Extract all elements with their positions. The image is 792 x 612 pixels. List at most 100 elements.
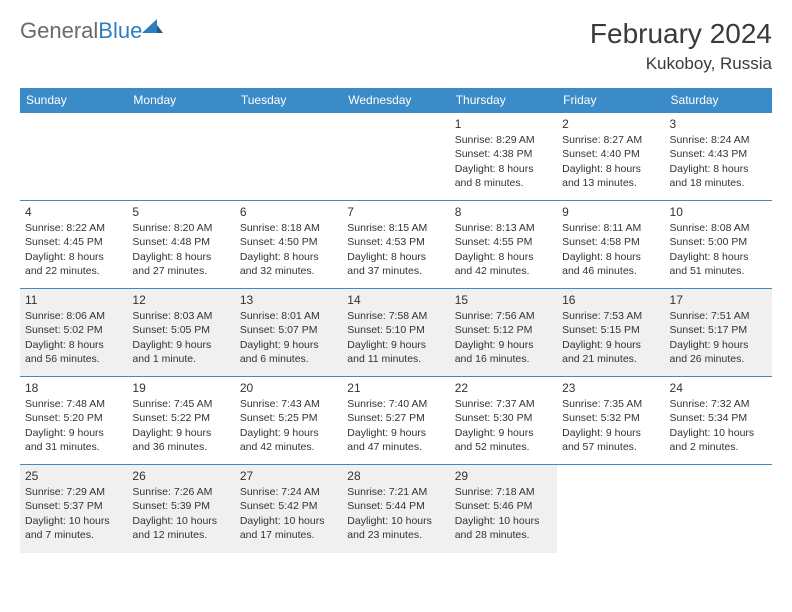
day-info-line: Daylight: 8 hours [240,250,337,264]
title-block: February 2024 Kukoboy, Russia [590,18,772,74]
day-info-line: Sunset: 4:55 PM [455,235,552,249]
day-info-line: Daylight: 9 hours [455,338,552,352]
calendar-day: 13Sunrise: 8:01 AMSunset: 5:07 PMDayligh… [235,289,342,377]
day-info-line: and 8 minutes. [455,176,552,190]
day-info-line: Sunset: 5:10 PM [347,323,444,337]
day-info-line: and 16 minutes. [455,352,552,366]
day-info-line: Sunrise: 7:26 AM [132,485,229,499]
calendar-body: 1Sunrise: 8:29 AMSunset: 4:38 PMDaylight… [20,113,772,553]
day-info-line: and 37 minutes. [347,264,444,278]
day-info-line: Sunset: 5:32 PM [562,411,659,425]
calendar-day: 12Sunrise: 8:03 AMSunset: 5:05 PMDayligh… [127,289,234,377]
day-info-line: and 27 minutes. [132,264,229,278]
calendar-day: 5Sunrise: 8:20 AMSunset: 4:48 PMDaylight… [127,201,234,289]
day-info-line: Daylight: 9 hours [132,338,229,352]
calendar-day: 8Sunrise: 8:13 AMSunset: 4:55 PMDaylight… [450,201,557,289]
day-number: 25 [25,468,122,484]
day-info-line: Sunset: 5:25 PM [240,411,337,425]
day-info-line: Sunrise: 8:11 AM [562,221,659,235]
calendar-day: 1Sunrise: 8:29 AMSunset: 4:38 PMDaylight… [450,113,557,201]
day-info-line: Sunrise: 7:37 AM [455,397,552,411]
day-info-line: Sunrise: 7:40 AM [347,397,444,411]
day-info-line: Sunset: 5:39 PM [132,499,229,513]
calendar-day-empty [127,113,234,201]
day-info-line: Sunrise: 7:18 AM [455,485,552,499]
day-info-line: and 21 minutes. [562,352,659,366]
day-info-line: Sunset: 5:17 PM [670,323,767,337]
day-info-line: Daylight: 9 hours [240,426,337,440]
logo-text: GeneralBlue [20,18,142,44]
day-info-line: Sunset: 5:22 PM [132,411,229,425]
day-number: 7 [347,204,444,220]
day-info-line: Sunrise: 8:18 AM [240,221,337,235]
day-info-line: Sunrise: 7:32 AM [670,397,767,411]
day-number: 26 [132,468,229,484]
day-number: 3 [670,116,767,132]
day-info-line: Sunset: 4:48 PM [132,235,229,249]
day-number: 20 [240,380,337,396]
day-header: Saturday [665,88,772,113]
calendar-week: 1Sunrise: 8:29 AMSunset: 4:38 PMDaylight… [20,113,772,201]
day-info-line: Sunrise: 7:45 AM [132,397,229,411]
calendar-day: 6Sunrise: 8:18 AMSunset: 4:50 PMDaylight… [235,201,342,289]
calendar-day: 10Sunrise: 8:08 AMSunset: 5:00 PMDayligh… [665,201,772,289]
day-number: 28 [347,468,444,484]
day-info-line: Sunset: 5:15 PM [562,323,659,337]
day-info-line: Sunrise: 8:24 AM [670,133,767,147]
calendar-day: 14Sunrise: 7:58 AMSunset: 5:10 PMDayligh… [342,289,449,377]
day-info-line: Sunset: 4:40 PM [562,147,659,161]
day-number: 29 [455,468,552,484]
day-number: 19 [132,380,229,396]
day-info-line: Sunset: 5:12 PM [455,323,552,337]
day-number: 1 [455,116,552,132]
calendar-day: 2Sunrise: 8:27 AMSunset: 4:40 PMDaylight… [557,113,664,201]
calendar-day: 9Sunrise: 8:11 AMSunset: 4:58 PMDaylight… [557,201,664,289]
day-info-line: Daylight: 10 hours [455,514,552,528]
day-info-line: Sunset: 5:07 PM [240,323,337,337]
day-info-line: Daylight: 8 hours [25,250,122,264]
day-info-line: Sunset: 4:38 PM [455,147,552,161]
day-number: 24 [670,380,767,396]
calendar-week: 25Sunrise: 7:29 AMSunset: 5:37 PMDayligh… [20,465,772,553]
day-number: 27 [240,468,337,484]
day-info-line: Sunset: 5:05 PM [132,323,229,337]
day-info-line: Daylight: 10 hours [132,514,229,528]
day-info-line: Sunrise: 8:01 AM [240,309,337,323]
day-info-line: and 56 minutes. [25,352,122,366]
day-info-line: and 47 minutes. [347,440,444,454]
day-number: 12 [132,292,229,308]
day-info-line: and 32 minutes. [240,264,337,278]
day-info-line: and 23 minutes. [347,528,444,542]
day-info-line: Daylight: 8 hours [132,250,229,264]
day-info-line: Sunrise: 8:08 AM [670,221,767,235]
day-info-line: Daylight: 8 hours [25,338,122,352]
day-info-line: and 42 minutes. [240,440,337,454]
day-info-line: Sunrise: 7:53 AM [562,309,659,323]
calendar-day: 7Sunrise: 8:15 AMSunset: 4:53 PMDaylight… [342,201,449,289]
calendar-day: 24Sunrise: 7:32 AMSunset: 5:34 PMDayligh… [665,377,772,465]
calendar-day: 26Sunrise: 7:26 AMSunset: 5:39 PMDayligh… [127,465,234,553]
day-info-line: Daylight: 10 hours [670,426,767,440]
day-info-line: and 51 minutes. [670,264,767,278]
day-number: 17 [670,292,767,308]
day-info-line: Sunset: 5:20 PM [25,411,122,425]
day-info-line: and 13 minutes. [562,176,659,190]
calendar-week: 18Sunrise: 7:48 AMSunset: 5:20 PMDayligh… [20,377,772,465]
day-info-line: Daylight: 9 hours [347,426,444,440]
day-info-line: and 22 minutes. [25,264,122,278]
day-number: 22 [455,380,552,396]
day-info-line: Sunset: 4:58 PM [562,235,659,249]
calendar-day: 25Sunrise: 7:29 AMSunset: 5:37 PMDayligh… [20,465,127,553]
day-info-line: and 7 minutes. [25,528,122,542]
day-info-line: Sunrise: 7:21 AM [347,485,444,499]
day-info-line: Daylight: 9 hours [25,426,122,440]
day-info-line: and 52 minutes. [455,440,552,454]
day-info-line: Sunset: 5:02 PM [25,323,122,337]
calendar-day-empty [235,113,342,201]
day-header-row: SundayMondayTuesdayWednesdayThursdayFrid… [20,88,772,113]
calendar-day: 15Sunrise: 7:56 AMSunset: 5:12 PMDayligh… [450,289,557,377]
day-number: 9 [562,204,659,220]
calendar-day: 11Sunrise: 8:06 AMSunset: 5:02 PMDayligh… [20,289,127,377]
calendar-day: 22Sunrise: 7:37 AMSunset: 5:30 PMDayligh… [450,377,557,465]
day-number: 2 [562,116,659,132]
